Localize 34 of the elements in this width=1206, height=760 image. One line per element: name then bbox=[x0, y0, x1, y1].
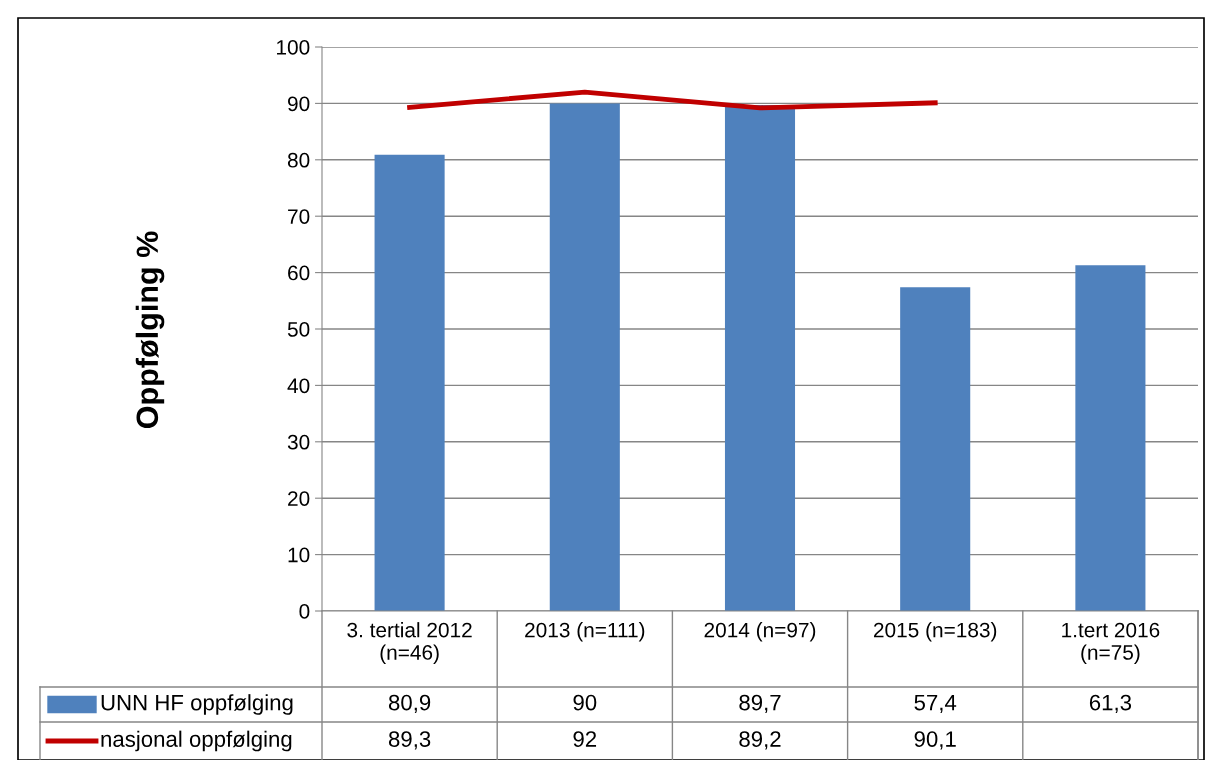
data-label: 90,1 bbox=[914, 731, 956, 750]
data-label: 92 bbox=[573, 731, 597, 747]
data-label: 61,3 bbox=[1089, 694, 1132, 714]
bar bbox=[900, 287, 971, 611]
x-tick-label: 2014 (n=97) bbox=[704, 622, 816, 642]
y-tick-label: 20 bbox=[288, 491, 310, 506]
bar bbox=[374, 154, 445, 611]
x-tick-label: 2013 (n=111) bbox=[525, 622, 645, 642]
y-tick-label: 50 bbox=[287, 322, 310, 337]
y-tick-label: 90 bbox=[288, 96, 310, 112]
data-label: 89,2 bbox=[739, 731, 781, 750]
data-label: 80,9 bbox=[388, 694, 431, 714]
line-series bbox=[407, 89, 938, 111]
x-tick-label: 1.tert 2016 (n=75) bbox=[1062, 622, 1160, 664]
y-tick-label: 40 bbox=[287, 378, 310, 394]
y-tick-label: 70 bbox=[288, 209, 310, 224]
x-tick-label: 2015 (n=183) bbox=[873, 622, 997, 642]
y-tick-label: 80 bbox=[287, 152, 310, 168]
data-label: 57,4 bbox=[914, 694, 957, 714]
legend-label: UNN HF oppfølging bbox=[101, 694, 293, 715]
legend-label: nasjonal oppfølging bbox=[101, 730, 292, 752]
y-axis-title: Oppfølging % bbox=[135, 231, 165, 429]
y-tick-label: 0 bbox=[299, 604, 310, 619]
y-tick-label: 100 bbox=[277, 40, 310, 55]
y-tick-label: 10 bbox=[288, 547, 310, 563]
data-label: 89,7 bbox=[739, 694, 781, 714]
bar bbox=[724, 105, 796, 611]
x-tick-label: 3. tertial 2012 (n=46) bbox=[347, 622, 472, 664]
data-label: 89,3 bbox=[388, 731, 431, 750]
y-tick-label: 30 bbox=[287, 434, 310, 450]
bar bbox=[1075, 265, 1146, 611]
y-tick-label: 60 bbox=[288, 265, 310, 281]
data-label: 90 bbox=[573, 694, 597, 711]
bar bbox=[549, 103, 620, 611]
